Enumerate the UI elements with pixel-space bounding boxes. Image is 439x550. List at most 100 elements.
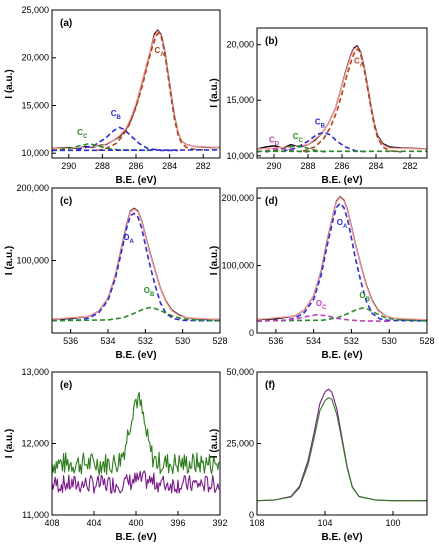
x-tick-label: 286 xyxy=(334,161,349,171)
x-tick-label: 282 xyxy=(196,161,211,171)
y-tick-label: 11,000 xyxy=(22,510,49,520)
peak-annotation: CD xyxy=(269,135,280,147)
x-tick-label: 532 xyxy=(344,336,359,346)
peak-annotation: CB xyxy=(111,109,122,121)
panel-f: 108 104 100 0 25,000 50,000 B.E. (eV) I (a.u.) (… xyxy=(209,367,428,543)
series-fit-line xyxy=(257,46,427,150)
series-c-b-line xyxy=(77,126,178,152)
x-tick-label: 282 xyxy=(402,161,417,171)
y-axis-label: I (a.u.) xyxy=(209,78,220,107)
series-o-b-line xyxy=(52,306,220,322)
x-tick-label: 284 xyxy=(162,161,177,171)
series-measured-line xyxy=(257,45,427,150)
series-sample-1-line xyxy=(257,388,427,502)
y-tick-label: 0 xyxy=(249,328,254,338)
series-o-a-line xyxy=(52,212,220,322)
x-tick-label: 532 xyxy=(138,336,153,346)
series-c-a-line xyxy=(302,48,402,153)
y-tick-label: 0 xyxy=(249,510,254,520)
y-tick-label: 25,000 xyxy=(226,439,254,449)
panel-label: (b) xyxy=(265,36,278,47)
series-o-b-line xyxy=(257,307,427,322)
x-tick-label: 290 xyxy=(61,161,76,171)
peak-annotation: CA xyxy=(354,57,365,69)
panel-c: 536 534 532 530 528 100,000 200,000 B.E. (eV) I … xyxy=(4,183,228,361)
y-tick-label: 15,000 xyxy=(226,95,254,105)
panel-label: (d) xyxy=(265,196,278,207)
plot-frame xyxy=(51,371,221,516)
y-axis-label: I (a.u.) xyxy=(4,69,15,98)
panel-label: (a) xyxy=(60,18,72,29)
x-axis-label: B.E. (eV) xyxy=(321,350,362,361)
x-tick-label: 286 xyxy=(128,161,143,171)
series-measured-line xyxy=(257,196,427,321)
x-tick-label: 530 xyxy=(382,336,397,346)
x-tick-label: 104 xyxy=(317,518,332,528)
plot-frame xyxy=(256,187,428,334)
y-tick-label: 15,000 xyxy=(21,100,49,110)
peak-annotation: OB xyxy=(144,286,155,298)
panel-label: (e) xyxy=(60,380,72,391)
x-tick-label: 284 xyxy=(368,161,383,171)
y-tick-label: 13,000 xyxy=(21,367,49,377)
y-tick-label: 100,000 xyxy=(221,261,254,271)
x-tick-label: 288 xyxy=(95,161,110,171)
y-axis-label: I (a.u.) xyxy=(209,429,220,458)
y-tick-label: 10,000 xyxy=(226,151,254,161)
series-sample-2-line xyxy=(52,470,220,494)
x-tick-label: 534 xyxy=(306,336,321,346)
x-tick-label: 408 xyxy=(44,518,59,528)
x-axis-label: B.E. (eV) xyxy=(321,175,362,186)
peak-annotation: OA xyxy=(123,233,134,245)
x-tick-label: 404 xyxy=(86,518,101,528)
peak-annotation: CA xyxy=(154,46,165,58)
peak-annotation: CC xyxy=(293,132,304,144)
series-o-a-line xyxy=(257,202,427,322)
x-axis-label: B.E. (eV) xyxy=(321,532,362,543)
x-tick-label: 400 xyxy=(128,518,143,528)
series-o-c-line xyxy=(257,314,390,322)
panel-a: 290 288 286 284 282 10,000 15,000 20,000 25,000 B… xyxy=(4,5,221,186)
x-tick-label: 536 xyxy=(63,336,78,346)
series-sample-2-line xyxy=(257,397,427,502)
series-c-a-line xyxy=(97,32,204,152)
y-tick-label: 25,000 xyxy=(21,5,49,15)
x-tick-label: 396 xyxy=(170,518,185,528)
series-fit-line xyxy=(257,196,427,321)
x-tick-label: 100 xyxy=(385,518,400,528)
x-tick-label: 534 xyxy=(100,336,115,346)
series-c-c-line xyxy=(265,145,326,153)
y-tick-label: 20,000 xyxy=(21,53,49,63)
panel-b: 290 288 286 284 282 10,000 15,000 20,000 B.E. (e… xyxy=(209,27,428,186)
panel-label: (c) xyxy=(60,196,72,207)
series-c-b-line xyxy=(282,131,368,153)
y-tick-label: 50,000 xyxy=(226,367,254,377)
series-measured-line xyxy=(52,207,220,321)
panel-d: 536 534 532 530 528 0 100,000 200,000 B.E. (eV) I… xyxy=(209,187,435,361)
series-fit-line xyxy=(52,208,220,321)
x-tick-label: 288 xyxy=(300,161,315,171)
series-sample-1-line xyxy=(52,391,220,476)
x-axis-label: B.E. (eV) xyxy=(115,532,156,543)
y-tick-label: 200,000 xyxy=(221,193,254,203)
x-tick-label: 290 xyxy=(266,161,281,171)
peak-annotation: OC xyxy=(316,299,327,311)
peak-annotation: CB xyxy=(315,118,326,130)
y-axis-label: I (a.u.) xyxy=(4,429,15,458)
peak-annotation: CC xyxy=(77,128,88,140)
y-tick-label: 10,000 xyxy=(21,148,49,158)
y-tick-label: 12,000 xyxy=(21,439,49,449)
peak-annotation: OA xyxy=(337,218,348,230)
x-tick-label: 108 xyxy=(249,518,264,528)
x-axis-label: B.E. (eV) xyxy=(115,175,156,186)
y-axis-label: I (a.u.) xyxy=(4,246,15,275)
y-tick-label: 20,000 xyxy=(226,40,254,50)
panel-label: (f) xyxy=(265,380,275,391)
x-tick-label: 530 xyxy=(175,336,190,346)
x-tick-label: 392 xyxy=(212,518,227,528)
x-tick-label: 536 xyxy=(268,336,283,346)
y-tick-label: 100,000 xyxy=(16,256,49,266)
x-tick-label: 528 xyxy=(212,336,227,346)
x-axis-label: B.E. (eV) xyxy=(115,350,156,361)
